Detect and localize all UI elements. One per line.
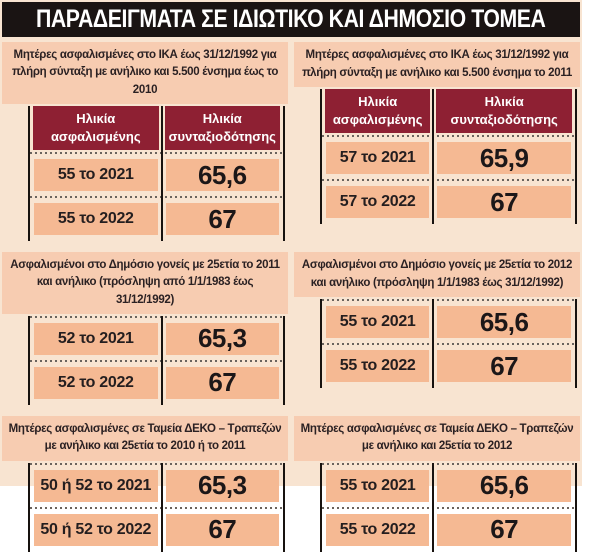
table-row: 55 το 2022 67 <box>322 511 575 549</box>
table-row: 57 το 2021 65,9 <box>322 139 575 177</box>
column-divider-line <box>432 89 435 225</box>
retirement-age-cell: 67 <box>165 513 279 546</box>
table-row: 55 το 2021 65,6 <box>30 156 283 194</box>
retirement-age-cell: 67 <box>437 186 571 219</box>
table-row: 52 το 2022 67 <box>30 364 283 402</box>
section-title: Μητέρες ασφαλισμένες σε Ταμεία ΔΕΚΟ – Τρ… <box>294 415 580 461</box>
col-header-retirement-age: Ηλικία συνταξιοδότησης <box>436 89 572 134</box>
retirement-age-cell: 67 <box>165 366 279 399</box>
column-divider-line <box>160 462 163 552</box>
pension-table: Ηλικία ασφαλισμένης Ηλικία συνταξιοδότησ… <box>320 89 577 225</box>
table-row: 55 το 2021 65,6 <box>322 303 575 341</box>
section-title: Μητέρες ασφαλισμένες στο ΙΚΑ έως 31/12/1… <box>294 42 580 87</box>
dotted-divider <box>30 152 283 155</box>
age-cell: 52 το 2021 <box>34 322 158 355</box>
pension-table: Ηλικία ασφαλισμένης Ηλικία συνταξιοδότησ… <box>28 105 285 242</box>
table-header-row: Ηλικία ασφαλισμένης Ηλικία συνταξιοδότησ… <box>322 89 575 134</box>
section-deko-2010-2011: Μητέρες ασφαλισμένες σε Ταμεία ΔΕΚΟ – Τρ… <box>2 415 288 552</box>
age-cell: 57 το 2022 <box>326 186 430 219</box>
dotted-divider <box>30 315 283 318</box>
section-public-2012: Ασφαλισμένοι στο Δημόσιο γονείς με 25ετί… <box>294 252 580 405</box>
table-row: 55 το 2022 67 <box>30 200 283 238</box>
retirement-age-cell: 65,9 <box>437 142 571 175</box>
retirement-age-cell: 65,3 <box>165 322 279 355</box>
retirement-age-cell: 67 <box>437 513 571 546</box>
retirement-age-cell: 65,3 <box>165 469 279 502</box>
col-header-insured-age: Ηλικία ασφαλισμένης <box>33 105 159 151</box>
age-cell: 50 ή 52 το 2022 <box>34 513 158 546</box>
dotted-divider <box>322 299 575 302</box>
age-cell: 55 το 2022 <box>326 513 430 546</box>
section-ika-2011: Μητέρες ασφαλισμένες στο ΙΚΑ έως 31/12/1… <box>294 42 580 241</box>
section-title: Μητέρες ασφαλισμένες σε Ταμεία ΔΕΚΟ – Τρ… <box>2 415 288 461</box>
dotted-divider <box>30 506 283 509</box>
age-cell: 55 το 2022 <box>34 203 158 236</box>
section-ika-2010: Μητέρες ασφαλισμένες στο ΙΚΑ έως 31/12/1… <box>2 42 288 242</box>
age-cell: 55 το 2021 <box>34 159 158 192</box>
column-divider-line <box>432 462 435 552</box>
table-row: 52 το 2021 65,3 <box>30 320 283 358</box>
dotted-divider <box>322 135 575 138</box>
col-header-insured-age: Ηλικία ασφαλισμένης <box>325 89 431 134</box>
pension-table: 50 ή 52 το 2021 65,3 50 ή 52 το 2022 67 <box>28 462 285 552</box>
table-row: 55 το 2021 65,6 <box>322 467 575 505</box>
column-divider-line <box>160 315 163 405</box>
pension-table: 55 το 2021 65,6 55 το 2022 67 <box>320 462 577 552</box>
table-row: 55 το 2022 67 <box>322 347 575 385</box>
table-row: 57 το 2022 67 <box>322 183 575 221</box>
age-cell: 55 το 2022 <box>326 350 430 383</box>
section-title: Ασφαλισμένοι στο Δημόσιο γονείς με 25ετί… <box>2 252 288 314</box>
retirement-age-cell: 67 <box>437 350 571 383</box>
pension-table: 52 το 2021 65,3 52 το 2022 67 <box>28 315 285 405</box>
dotted-divider <box>30 359 283 362</box>
age-cell: 55 το 2021 <box>326 306 430 339</box>
retirement-age-cell: 67 <box>165 203 279 236</box>
retirement-age-cell: 65,6 <box>165 159 279 192</box>
headline-bar: ΠΑΡΑΔΕΙΓΜΑΤΑ ΣΕ ΙΔΙΩΤΙΚΟ ΚΑΙ ΔΗΜΟΣΙΟ ΤΟΜ… <box>2 2 580 37</box>
section-title: Ασφαλισμένοι στο Δημόσιο γονείς με 25ετί… <box>294 252 580 298</box>
dotted-divider <box>30 196 283 199</box>
age-cell: 50 ή 52 το 2021 <box>34 469 158 502</box>
dotted-divider <box>322 179 575 182</box>
section-public-2011: Ασφαλισμένοι στο Δημόσιο γονείς με 25ετί… <box>2 252 288 405</box>
table-row: 50 ή 52 το 2021 65,3 <box>30 467 283 505</box>
infographic-canvas: ΠΑΡΑΔΕΙΓΜΑΤΑ ΣΕ ΙΔΙΩΤΙΚΟ ΚΑΙ ΔΗΜΟΣΙΟ ΤΟΜ… <box>0 0 582 552</box>
age-cell: 55 το 2021 <box>326 469 430 502</box>
col-header-retirement-age: Ηλικία συνταξιοδότησης <box>164 105 280 151</box>
table-row: 50 ή 52 το 2022 67 <box>30 511 283 549</box>
main-title: ΠΑΡΑΔΕΙΓΜΑΤΑ ΣΕ ΙΔΙΩΤΙΚΟ ΚΑΙ ΔΗΜΟΣΙΟ ΤΟΜ… <box>36 5 546 33</box>
age-cell: 57 το 2021 <box>326 142 430 175</box>
section-deko-2012: Μητέρες ασφαλισμένες σε Ταμεία ΔΕΚΟ – Τρ… <box>294 415 580 552</box>
retirement-age-cell: 65,6 <box>437 306 571 339</box>
section-title: Μητέρες ασφαλισμένες στο ΙΚΑ έως 31/12/1… <box>2 42 288 104</box>
age-cell: 52 το 2022 <box>34 366 158 399</box>
pension-table: 55 το 2021 65,6 55 το 2022 67 <box>320 299 577 389</box>
table-header-row: Ηλικία ασφαλισμένης Ηλικία συνταξιοδότησ… <box>30 105 283 151</box>
dotted-divider <box>322 343 575 346</box>
dotted-divider <box>30 462 283 465</box>
column-divider-line <box>160 105 163 242</box>
dotted-divider <box>322 462 575 465</box>
dotted-divider <box>322 506 575 509</box>
retirement-age-cell: 65,6 <box>437 469 571 502</box>
sections-grid: Μητέρες ασφαλισμένες στο ΙΚΑ έως 31/12/1… <box>2 42 580 552</box>
column-divider-line <box>432 299 435 389</box>
